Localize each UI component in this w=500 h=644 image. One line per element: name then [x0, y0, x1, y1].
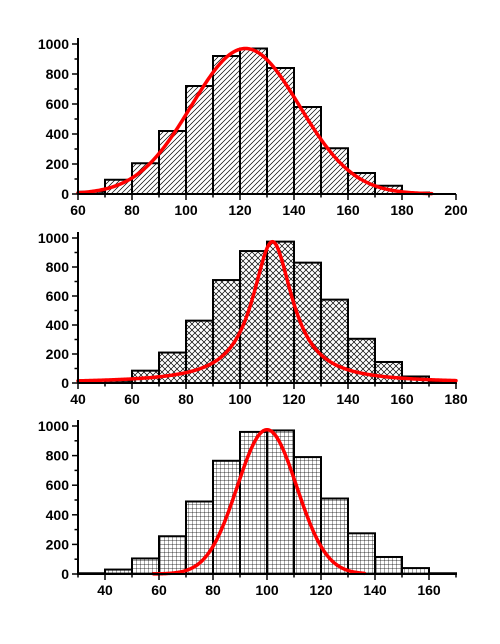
x-tick-label: 100 — [255, 582, 279, 598]
y-tick-label: 400 — [46, 507, 70, 523]
x-tick-label: 140 — [336, 391, 360, 407]
x-tick-label: 100 — [228, 391, 252, 407]
histogram-bar — [131, 557, 160, 576]
y-tick-label: 600 — [46, 96, 70, 112]
x-tick-label: 80 — [178, 391, 194, 407]
x-tick-label: 80 — [124, 202, 140, 218]
histogram-panel-2: 40 60 80 100 120 140 160 180 0 200 400 600 800 1000 — [38, 230, 468, 407]
histogram-bar — [185, 85, 214, 195]
y-tick-label: 0 — [61, 566, 69, 582]
histogram-bar — [239, 250, 268, 384]
x-tick-label: 40 — [70, 391, 86, 407]
histogram-bar — [320, 298, 349, 384]
y-tick-label: 400 — [46, 317, 70, 333]
fit-curve-line — [76, 239, 458, 383]
x-tick-label: 180 — [444, 391, 468, 407]
histogram-bar — [266, 429, 295, 575]
x-tick-label: 120 — [309, 582, 333, 598]
y-tick-label: 600 — [46, 288, 70, 304]
fit-curve-line — [151, 427, 366, 576]
x-tick-label: 60 — [70, 202, 86, 218]
x-tick-label: 100 — [174, 202, 198, 218]
x-tick-label: 60 — [151, 582, 167, 598]
y-tick-label: 1000 — [38, 36, 69, 52]
y-tick-label: 800 — [46, 66, 70, 82]
y-tick-label: 800 — [46, 448, 70, 464]
x-tick-label: 80 — [205, 582, 221, 598]
histogram-panel-3: 40 60 80 100 120 140 160 0 200 400 600 800 1000 — [38, 418, 457, 598]
histogram-bar — [158, 351, 187, 384]
y-tick-label: 200 — [46, 346, 70, 362]
histogram-bar — [158, 130, 187, 195]
y-tick-label: 1000 — [38, 230, 69, 246]
histogram-panel-1: 60 80 100 120 140 160 180 200 0 200 400 600 800 1000 — [38, 36, 468, 218]
histogram-bar — [185, 319, 214, 384]
histogram-bar — [374, 360, 403, 385]
histogram-bar — [293, 261, 322, 384]
histogram-bar — [239, 47, 268, 195]
x-tick-label: 140 — [282, 202, 306, 218]
x-tick-label: 160 — [417, 582, 441, 598]
histogram-bar — [212, 279, 241, 384]
x-tick-label: 160 — [390, 391, 414, 407]
y-tick-label: 800 — [46, 259, 70, 275]
x-tick-label: 180 — [390, 202, 414, 218]
x-tick-label: 200 — [444, 202, 468, 218]
y-tick-label: 0 — [61, 375, 69, 391]
x-tick-label: 120 — [228, 202, 252, 218]
histogram-bar — [266, 67, 295, 195]
x-tick-label: 140 — [363, 582, 387, 598]
y-tick-label: 1000 — [38, 418, 69, 434]
histogram-bar — [293, 456, 322, 575]
histogram-bar — [212, 55, 241, 195]
histogram-bar — [158, 535, 187, 576]
histogram-bar — [374, 555, 403, 575]
histogram-bar — [239, 430, 268, 576]
histogram-bar — [347, 532, 376, 575]
fit-curve-line — [76, 46, 434, 196]
x-tick-label: 60 — [124, 391, 140, 407]
x-tick-label: 160 — [336, 202, 360, 218]
y-tick-label: 200 — [46, 536, 70, 552]
y-tick-label: 200 — [46, 156, 70, 172]
y-tick-label: 0 — [61, 186, 69, 202]
x-tick-label: 120 — [282, 391, 306, 407]
x-tick-label: 40 — [97, 582, 113, 598]
y-tick-label: 600 — [46, 477, 70, 493]
y-tick-label: 400 — [46, 126, 70, 142]
histogram-bar — [266, 240, 295, 384]
